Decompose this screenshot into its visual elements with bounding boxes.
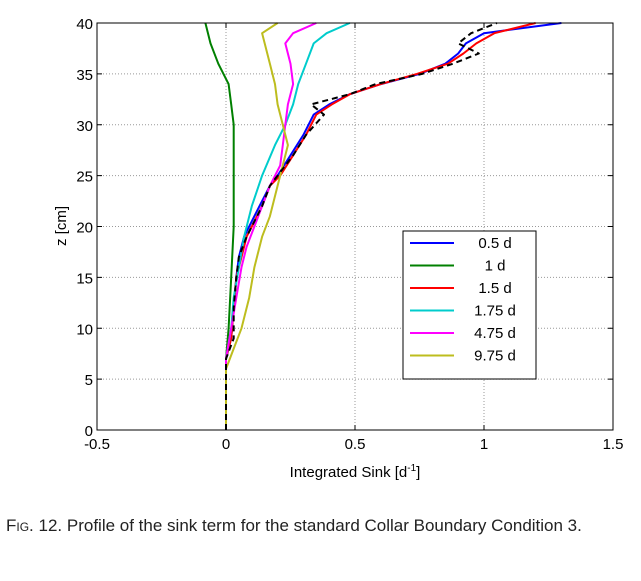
legend: 0.5 d 1 d 1.5 d 1.75 d 4.75 d 9.75 d bbox=[402, 230, 537, 380]
x-tick-label: 0 bbox=[222, 436, 230, 453]
y-tick-label: 40 bbox=[76, 16, 93, 33]
caption-text: Profile of the sink term for the standar… bbox=[66, 516, 582, 535]
legend-label: 9.75 d bbox=[474, 348, 516, 365]
y-tick-label: 15 bbox=[76, 270, 93, 287]
x-tick-label: -0.5 bbox=[84, 436, 110, 453]
legend-label: 1 d bbox=[485, 258, 506, 275]
y-tick-label: 30 bbox=[76, 118, 93, 135]
figure-caption: Fig. 12. Profile of the sink term for th… bbox=[6, 515, 636, 537]
legend-label: 1.75 d bbox=[474, 303, 516, 320]
y-tick-label: 5 bbox=[85, 372, 93, 389]
y-axis-label: z [cm] bbox=[53, 206, 70, 246]
series-lines bbox=[204, 22, 562, 430]
y-tick-label: 20 bbox=[76, 220, 93, 237]
series-line-reference bbox=[225, 22, 498, 430]
legend-label: 0.5 d bbox=[478, 235, 511, 252]
figure-number: Fig. 12. bbox=[6, 516, 63, 535]
legend-label: 1.5 d bbox=[478, 280, 511, 297]
x-tick-label: 1.5 bbox=[603, 436, 624, 453]
x-tick-label: 1 bbox=[480, 436, 488, 453]
axis-ticks bbox=[96, 22, 614, 431]
y-tick-label: 0 bbox=[85, 423, 93, 440]
legend-label: 4.75 d bbox=[474, 325, 516, 342]
y-tick-label: 10 bbox=[76, 321, 93, 338]
x-tick-labels: -0.5 0 0.5 1 1.5 bbox=[84, 436, 623, 453]
x-axis-label: Integrated Sink [d-1] bbox=[290, 463, 421, 481]
series-line-9_75-d bbox=[225, 22, 289, 430]
y-tick-labels: 0 5 10 15 20 25 30 35 40 bbox=[76, 16, 93, 440]
y-tick-label: 25 bbox=[76, 169, 93, 186]
x-tick-label: 0.5 bbox=[345, 436, 366, 453]
y-tick-label: 35 bbox=[76, 67, 93, 84]
legend-box bbox=[402, 230, 537, 380]
